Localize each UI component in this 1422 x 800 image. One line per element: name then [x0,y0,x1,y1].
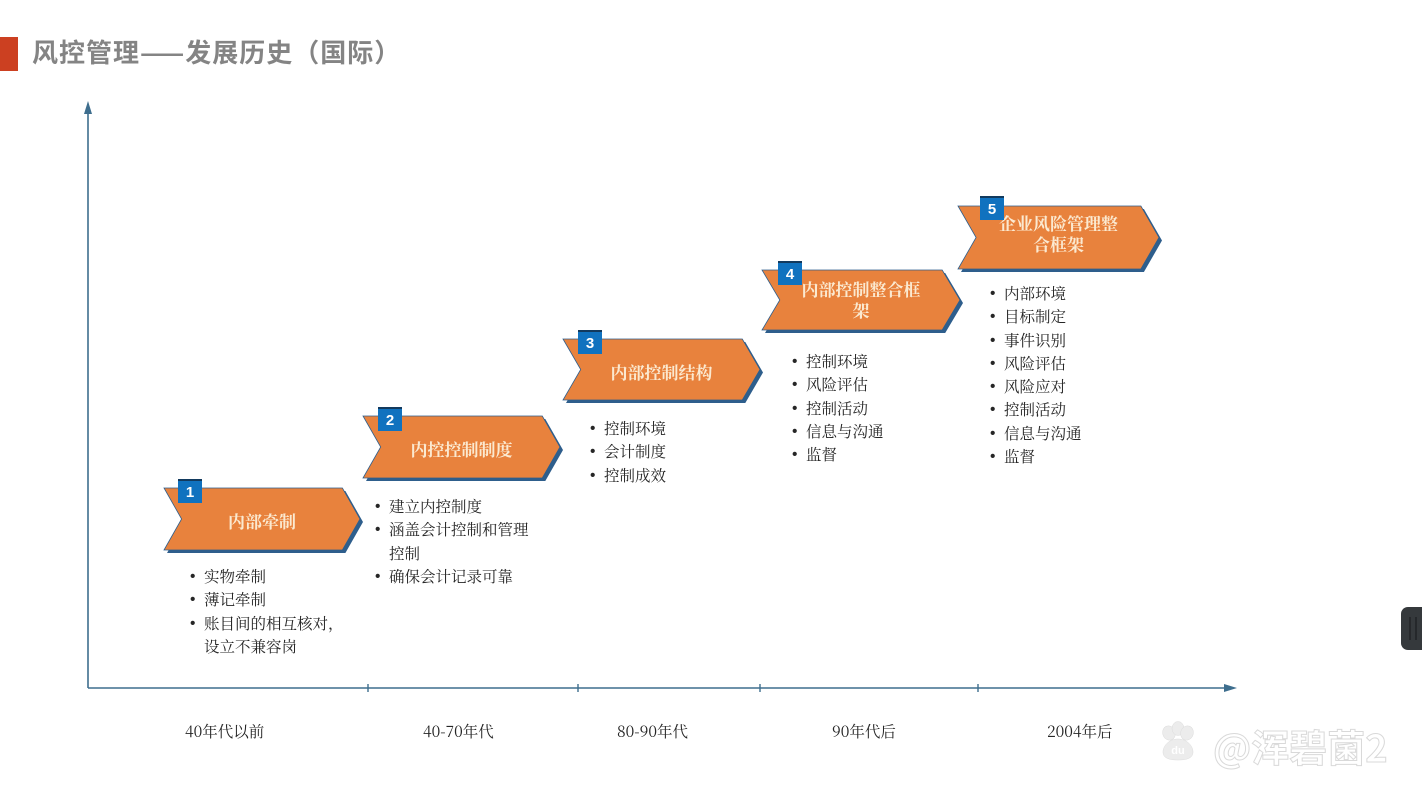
svg-text:du: du [1171,745,1184,757]
